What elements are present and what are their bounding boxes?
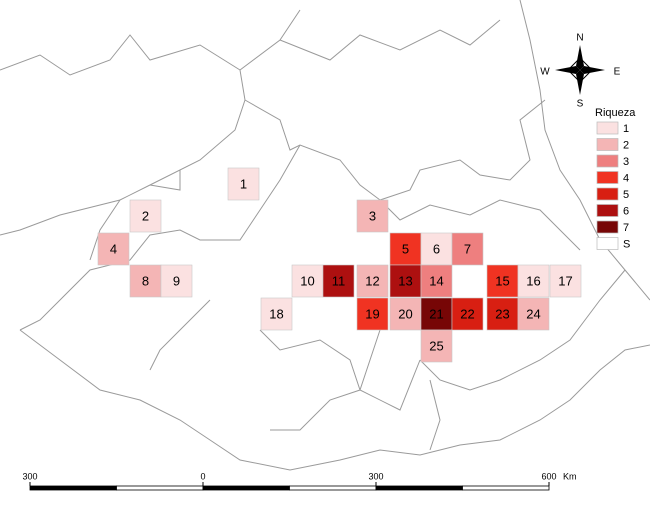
scale-segment [116,485,204,491]
compass: N S W E [540,33,620,110]
legend-label: 3 [623,156,629,168]
cell [129,199,162,233]
cell [451,297,484,331]
compass-e: E [614,67,621,78]
scale-label: 600 [541,471,556,481]
cell [356,297,389,331]
cell [486,297,519,331]
cell-label: 10 [300,273,314,288]
scale-unit: Km [563,471,577,481]
scale-segment [29,485,117,491]
cell-label: 19 [365,306,379,321]
scale-segment [202,485,290,491]
legend-swatch [596,121,619,135]
cell-label: 7 [464,241,471,256]
cell [356,199,389,233]
cell-label: 4 [110,241,117,256]
cell-label: 20 [398,306,412,321]
cell-label: 21 [429,306,443,321]
cell [549,264,582,298]
cell-label: 25 [429,338,443,353]
cell-label: 9 [173,273,180,288]
cell-label: 13 [398,273,412,288]
legend-label: 5 [623,189,629,201]
legend-swatch [596,220,619,234]
cell-label: 24 [526,306,540,321]
cell [420,264,453,298]
cell [160,264,193,298]
cell [322,264,355,298]
legend-swatch [596,187,619,201]
legend-swatch [596,138,619,151]
cell [517,264,550,298]
legend-label: 2 [623,139,629,151]
compass-s: S [577,99,584,110]
scale-segment [375,485,463,491]
cell [389,297,422,331]
cell [420,297,453,331]
cell-label: 18 [269,306,283,321]
cell-label: 23 [495,306,509,321]
legend-swatch [596,204,619,217]
scale-label: 300 [22,471,37,481]
cell [97,232,130,266]
cell-label: 16 [526,273,540,288]
cell [356,264,389,298]
cell-label: 8 [142,273,149,288]
cell [260,297,293,331]
cell [227,167,260,201]
scale-label: 0 [200,471,205,481]
legend-label: 1 [623,123,629,135]
cell [451,232,484,266]
scale-bar: 300 0 300 600 Km [22,471,577,491]
borders [0,0,650,471]
legend-swatch [596,154,619,168]
cell [517,297,550,331]
legend-label: 4 [623,172,629,184]
cell-label: 11 [332,273,346,288]
cell-label: 3 [369,208,376,223]
cell [129,264,162,298]
cell-label: 15 [495,273,509,288]
cell-label: 2 [142,208,149,223]
scale-segment [462,485,550,491]
cell-label: 17 [558,273,572,288]
legend-swatch [596,171,619,184]
legend-label: S [623,238,630,250]
legend: Riqueza 1 2 3 4 5 6 7 S [595,107,636,251]
legend-label: 7 [623,222,629,234]
legend-swatch [596,237,619,250]
cell-label: 14 [429,273,443,288]
cell [420,232,453,266]
compass-w: W [540,67,550,78]
cell [291,264,324,298]
cell [420,329,453,363]
cell-label: 22 [460,306,474,321]
compass-n: N [576,33,583,44]
cell-label: 5 [402,241,409,256]
cell [389,264,422,298]
legend-title: Riqueza [595,107,636,119]
scale-segment [289,485,377,491]
legend-label: 6 [623,205,629,217]
cell-label: 1 [240,176,247,191]
cell-label: 12 [365,273,379,288]
scale-label: 300 [368,471,383,481]
cell-label: 6 [433,241,440,256]
